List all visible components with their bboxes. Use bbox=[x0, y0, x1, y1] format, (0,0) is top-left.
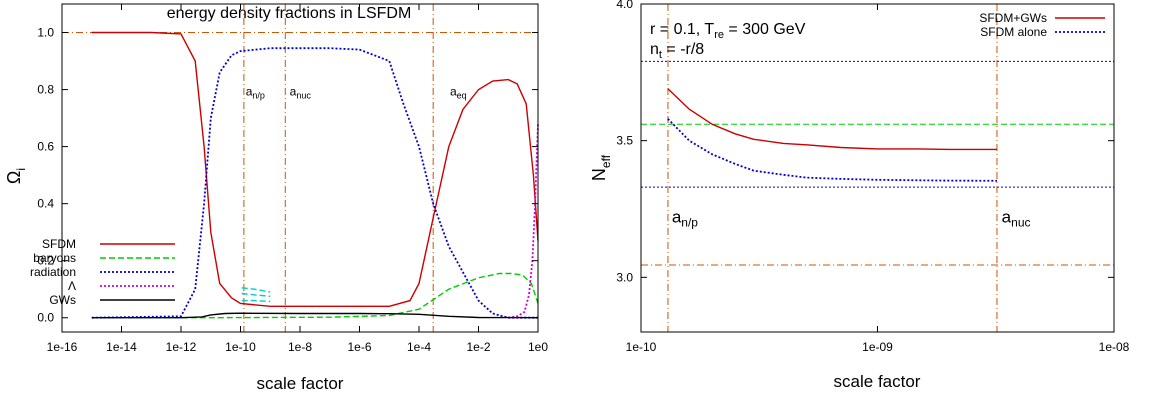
chart-left: energy density fractions in LSFDM 1e-16 1… bbox=[4, 3, 548, 393]
annotation-label: anuc bbox=[290, 84, 312, 100]
annotation-label: anuc bbox=[1002, 208, 1031, 230]
chart-left-gridlines bbox=[62, 4, 538, 332]
legend-label: Λ bbox=[68, 279, 76, 293]
extra-curve bbox=[241, 287, 271, 293]
extra-curve bbox=[241, 299, 271, 303]
chart-left-xlabel: scale factor bbox=[257, 374, 344, 393]
y-tick-label: 0.2 bbox=[37, 254, 54, 268]
y-tick-label: 0.8 bbox=[37, 83, 54, 97]
parameter-text: nt = -r/8 bbox=[650, 41, 704, 61]
x-tick-label: 1e-6 bbox=[347, 340, 371, 354]
y-tick-label: 0.4 bbox=[37, 197, 54, 211]
chart-right-xlabel: scale factor bbox=[834, 372, 921, 391]
chart-right-ticks: 1e-10 1e-09 1e-08 3.0 3.5 4.0 bbox=[616, 0, 1129, 354]
x-tick-label: 1e-08 bbox=[1099, 340, 1130, 354]
x-tick-label: 1e-2 bbox=[466, 340, 490, 354]
chart-right-plot-frame bbox=[640, 3, 1115, 333]
series-line-sfdm-gws bbox=[667, 88, 997, 151]
chart-right-gridlines bbox=[641, 4, 1114, 332]
x-tick-label: 1e-14 bbox=[106, 340, 137, 354]
series-line-baryons bbox=[91, 272, 539, 319]
x-tick-label: 1e-09 bbox=[862, 340, 893, 354]
extra-curve bbox=[241, 292, 271, 297]
x-tick-label: 1e-10 bbox=[225, 340, 256, 354]
chart-right-annotations: an/p anuc bbox=[672, 208, 1031, 230]
x-tick-label: 1e-16 bbox=[47, 340, 78, 354]
annotation-label: aeq bbox=[450, 84, 467, 100]
annotation-label: an/p bbox=[246, 84, 265, 100]
x-tick-label: 1e-4 bbox=[407, 340, 431, 354]
chart-right-series bbox=[667, 88, 998, 182]
y-tick-label: 1.0 bbox=[37, 26, 54, 40]
chart-left-ticks: 1e-16 1e-14 1e-12 1e-10 1e-8 1e-6 1e-4 1e-2 1e0 0… bbox=[37, 4, 548, 354]
chart-right-ylabel: Neff bbox=[589, 154, 613, 181]
y-tick-label: 4.0 bbox=[616, 0, 633, 11]
y-tick-label: 3.0 bbox=[616, 270, 633, 284]
legend-label: SFDM bbox=[42, 237, 76, 251]
series-line-gws bbox=[91, 312, 539, 319]
y-tick-label: 3.5 bbox=[616, 134, 633, 148]
legend-label: radiation bbox=[30, 265, 76, 279]
y-tick-label: 0.6 bbox=[37, 140, 54, 154]
legend-label: SFDM+GWs bbox=[979, 11, 1047, 25]
series-line-sfdm-alone bbox=[667, 118, 998, 182]
series-line-- bbox=[508, 123, 539, 319]
chart-left-series bbox=[91, 31, 539, 319]
series-line-sfdm bbox=[91, 31, 539, 307]
x-tick-label: 1e-10 bbox=[626, 340, 657, 354]
legend-label: GWs bbox=[49, 293, 76, 307]
x-tick-label: 1e-8 bbox=[288, 340, 312, 354]
series-line-radiation bbox=[91, 47, 538, 319]
x-tick-label: 1e0 bbox=[528, 340, 548, 354]
annotation-label: an/p bbox=[672, 208, 698, 230]
chart-left-title: energy density fractions in LSFDM bbox=[167, 5, 412, 22]
y-tick-label: 0.0 bbox=[37, 311, 54, 325]
legend-label: SFDM alone bbox=[980, 25, 1047, 39]
x-tick-label: 1e-12 bbox=[166, 340, 197, 354]
legend-label: baryons bbox=[33, 251, 76, 265]
chart-left-ylabel: Ωi bbox=[4, 168, 28, 184]
parameter-text: r = 0.1, Tre = 300 GeV bbox=[650, 21, 806, 41]
chart-right: 1e-10 1e-09 1e-08 3.0 3.5 4.0 an/p anuc r = 0.… bbox=[589, 0, 1130, 391]
chart-left-annotations: an/p anuc aeq bbox=[246, 84, 467, 100]
